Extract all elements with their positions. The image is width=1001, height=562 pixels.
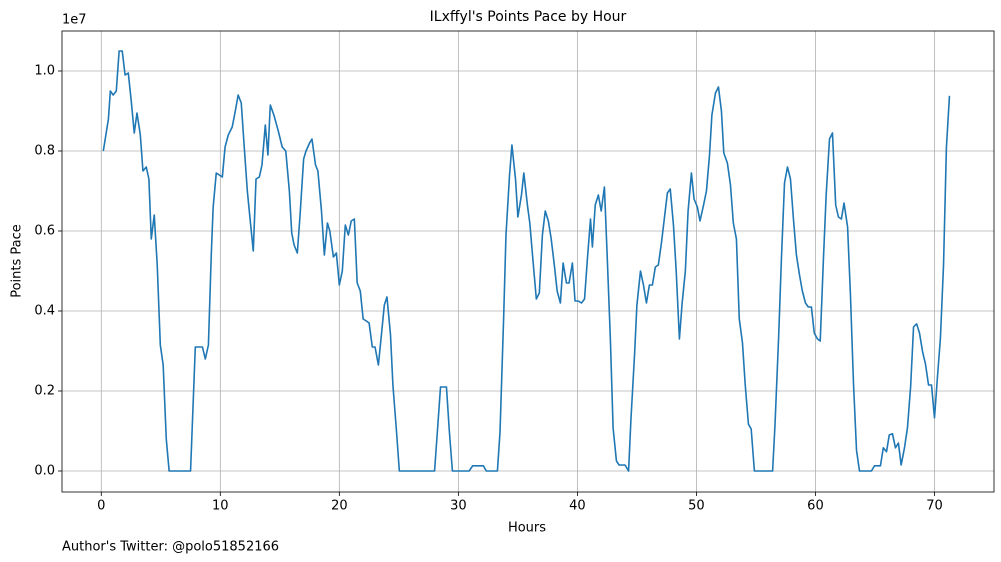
x-tick-label: 30 [450, 499, 467, 514]
y-offset-label: 1e7 [62, 13, 87, 28]
x-tick-label: 70 [926, 499, 943, 514]
x-tick-label: 60 [807, 499, 824, 514]
y-tick-label: 1.0 [34, 64, 55, 79]
x-tick-label: 50 [688, 499, 705, 514]
y-tick-label: 0.0 [34, 464, 55, 479]
x-tick-label: 40 [569, 499, 586, 514]
plot-frame [61, 30, 995, 493]
x-axis-label: Hours [508, 521, 546, 536]
chart-title: ILxffyl's Points Pace by Hour [430, 9, 627, 25]
x-tick-label: 10 [212, 499, 229, 514]
y-tick-label: 0.6 [34, 224, 55, 239]
y-tick-label: 0.4 [34, 304, 55, 319]
x-tick-label: 0 [97, 499, 105, 514]
footer: Author's Twitter: @polo51852166 [62, 540, 279, 555]
data-line [102, 50, 951, 472]
y-tick-label: 0.2 [34, 384, 55, 399]
y-axis-label: Points Pace [10, 224, 25, 298]
y-tick-label: 0.8 [34, 144, 55, 159]
x-tick-label: 20 [331, 499, 348, 514]
